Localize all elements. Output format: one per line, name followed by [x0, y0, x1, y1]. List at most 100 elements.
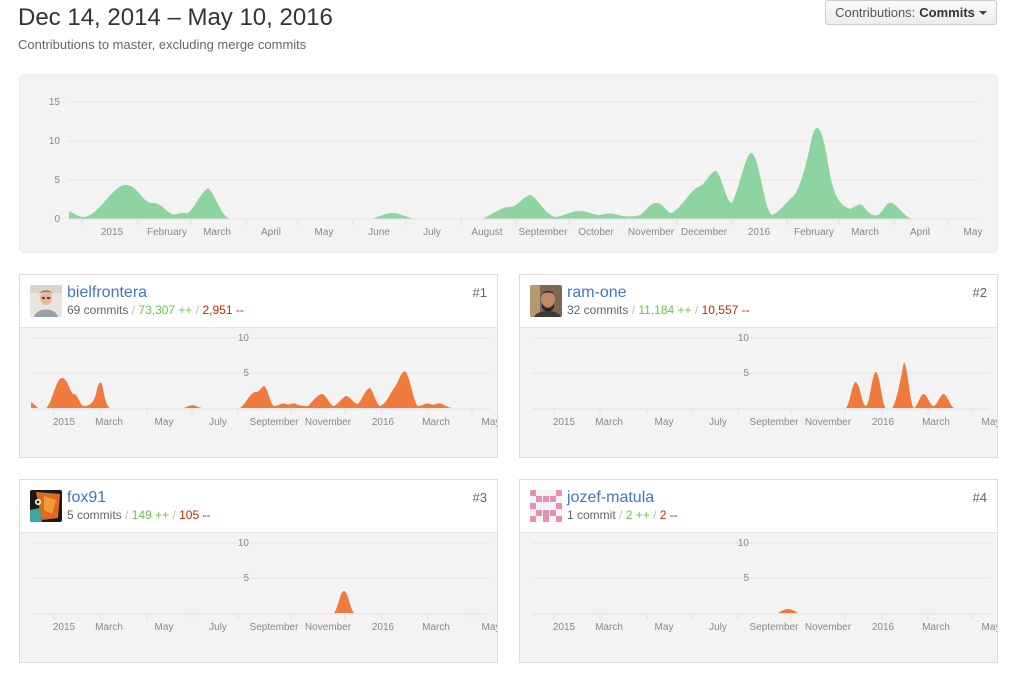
contributor-chart: 10 5 2015 March May July September Novem… — [520, 328, 998, 457]
additions-count: 2 ++ — [625, 508, 650, 522]
x-tick: May — [155, 417, 174, 428]
contributions-dropdown[interactable]: Contributions: Commits — [825, 0, 997, 25]
y-tick: 5 — [54, 175, 60, 186]
x-tick: April — [910, 227, 930, 238]
contributor-commits-area — [846, 362, 954, 408]
contributor-card: jozef-matula 1 commit / 2 ++ / 2 -- #4 1… — [519, 479, 998, 663]
caret-down-icon — [978, 10, 987, 15]
additions-count: 73,307 ++ — [138, 303, 193, 317]
x-tick: September — [750, 417, 800, 428]
x-tick: 2015 — [101, 227, 124, 238]
contributor-stats: 5 commits / 149 ++ / 105 -- — [67, 508, 210, 522]
main-contributions-chart: 15 10 5 0 2015 February March April May … — [19, 74, 998, 253]
contributor-chart: 10 5 2015 March May July September Novem… — [20, 533, 497, 662]
contributor-commits-area — [31, 371, 452, 408]
contributor-card: bielfrontera 69 commits / 73,307 ++ / 2,… — [19, 274, 498, 458]
stats-separator: / — [125, 508, 129, 522]
y-tick: 5 — [743, 368, 749, 379]
x-tick: March — [422, 417, 450, 428]
x-tick: March — [922, 417, 950, 428]
x-tick: May — [964, 227, 983, 238]
contributor-username[interactable]: fox91 — [67, 489, 107, 506]
y-tick: 5 — [243, 368, 249, 379]
x-tick: March — [922, 622, 950, 633]
x-tick: 2016 — [748, 227, 771, 238]
contributor-chart-svg: 10 5 2015 March May July September Novem… — [31, 333, 497, 428]
contributor-stats: 32 commits / 11,184 ++ / 10,557 -- — [567, 303, 750, 317]
contributor-chart: 10 5 2015 March May July September Novem… — [20, 328, 497, 457]
x-tick: October — [578, 227, 614, 238]
additions-count: 149 ++ — [131, 508, 170, 522]
person-light-icon[interactable] — [30, 285, 62, 317]
contributor-chart-svg: 10 5 2015 March May July September Novem… — [532, 333, 998, 428]
y-tick: 5 — [743, 573, 749, 584]
x-tick: May — [982, 417, 998, 428]
x-tick: November — [805, 622, 852, 633]
x-tick: September — [250, 622, 300, 633]
person-dark-icon[interactable] — [530, 285, 562, 317]
x-tick: May — [315, 227, 334, 238]
x-tick: March — [595, 417, 623, 428]
x-tick: August — [471, 227, 502, 238]
dropdown-prefix: Contributions: — [835, 5, 916, 20]
y-tick: 10 — [738, 538, 750, 549]
x-tick: 2016 — [872, 622, 895, 633]
x-tick: May — [155, 622, 174, 633]
x-tick: March — [851, 227, 879, 238]
contributor-rank: #2 — [972, 285, 987, 300]
stats-separator: / — [131, 303, 136, 317]
commit-count: 5 commits — [67, 508, 122, 522]
x-tick: April — [261, 227, 281, 238]
main-chart-x-axis: 2015 February March April May June July … — [68, 218, 983, 238]
x-tick: 2016 — [372, 417, 395, 428]
contributor-card-header: fox91 5 commits / 149 ++ / 105 -- #3 — [20, 480, 497, 533]
deletions-count: 10,557 -- — [701, 303, 750, 317]
contributor-card: ram-one 32 commits / 11,184 ++ / 10,557 … — [519, 274, 998, 458]
contributor-username[interactable]: bielfrontera — [67, 284, 148, 301]
x-tick: November — [305, 622, 352, 633]
x-tick: November — [805, 417, 852, 428]
stats-separator: / — [653, 508, 657, 522]
x-tick: May — [655, 622, 674, 633]
stats-separator: / — [195, 303, 200, 317]
x-tick: July — [209, 622, 227, 633]
contributor-rank: #1 — [472, 285, 487, 300]
deletions-count: 2 -- — [659, 508, 678, 522]
x-tick: September — [750, 622, 800, 633]
contributor-username[interactable]: ram-one — [567, 284, 627, 301]
commit-count: 69 commits — [67, 303, 129, 317]
x-tick: March — [422, 622, 450, 633]
contributor-chart: 10 5 2015 March May July September Novem… — [520, 533, 997, 662]
y-tick: 0 — [54, 214, 60, 225]
contributor-username[interactable]: jozef-matula — [567, 489, 655, 506]
dropdown-value: Commits — [919, 5, 975, 20]
x-tick: 2015 — [53, 417, 76, 428]
x-tick: November — [305, 417, 352, 428]
contributor-commits-area — [778, 609, 798, 613]
x-tick: March — [203, 227, 231, 238]
contributor-rank: #4 — [972, 490, 987, 505]
x-tick: May — [655, 417, 674, 428]
x-tick: 2015 — [553, 417, 576, 428]
y-tick: 10 — [238, 333, 250, 344]
contributor-card: fox91 5 commits / 149 ++ / 105 -- #3 10 … — [19, 479, 498, 663]
identicon-pink-icon[interactable] — [530, 490, 562, 522]
contributor-card-header: bielfrontera 69 commits / 73,307 ++ / 2,… — [20, 275, 497, 328]
x-tick: July — [423, 227, 441, 238]
contributor-rank: #3 — [472, 490, 487, 505]
x-tick: July — [709, 417, 727, 428]
stats-separator: / — [172, 508, 176, 522]
x-tick: March — [95, 417, 123, 428]
x-tick: July — [209, 417, 227, 428]
stats-separator: / — [694, 303, 699, 317]
x-tick: 2016 — [872, 417, 895, 428]
commit-count: 1 commit — [567, 508, 616, 522]
fox-photo-icon[interactable] — [30, 490, 62, 522]
contributor-stats: 1 commit / 2 ++ / 2 -- — [567, 508, 678, 522]
x-tick: November — [628, 227, 675, 238]
y-tick: 15 — [49, 97, 61, 108]
main-chart-svg: 15 10 5 0 2015 February March April May … — [49, 97, 983, 238]
x-tick: September — [250, 417, 300, 428]
y-tick: 10 — [49, 136, 61, 147]
x-tick: December — [681, 227, 728, 238]
